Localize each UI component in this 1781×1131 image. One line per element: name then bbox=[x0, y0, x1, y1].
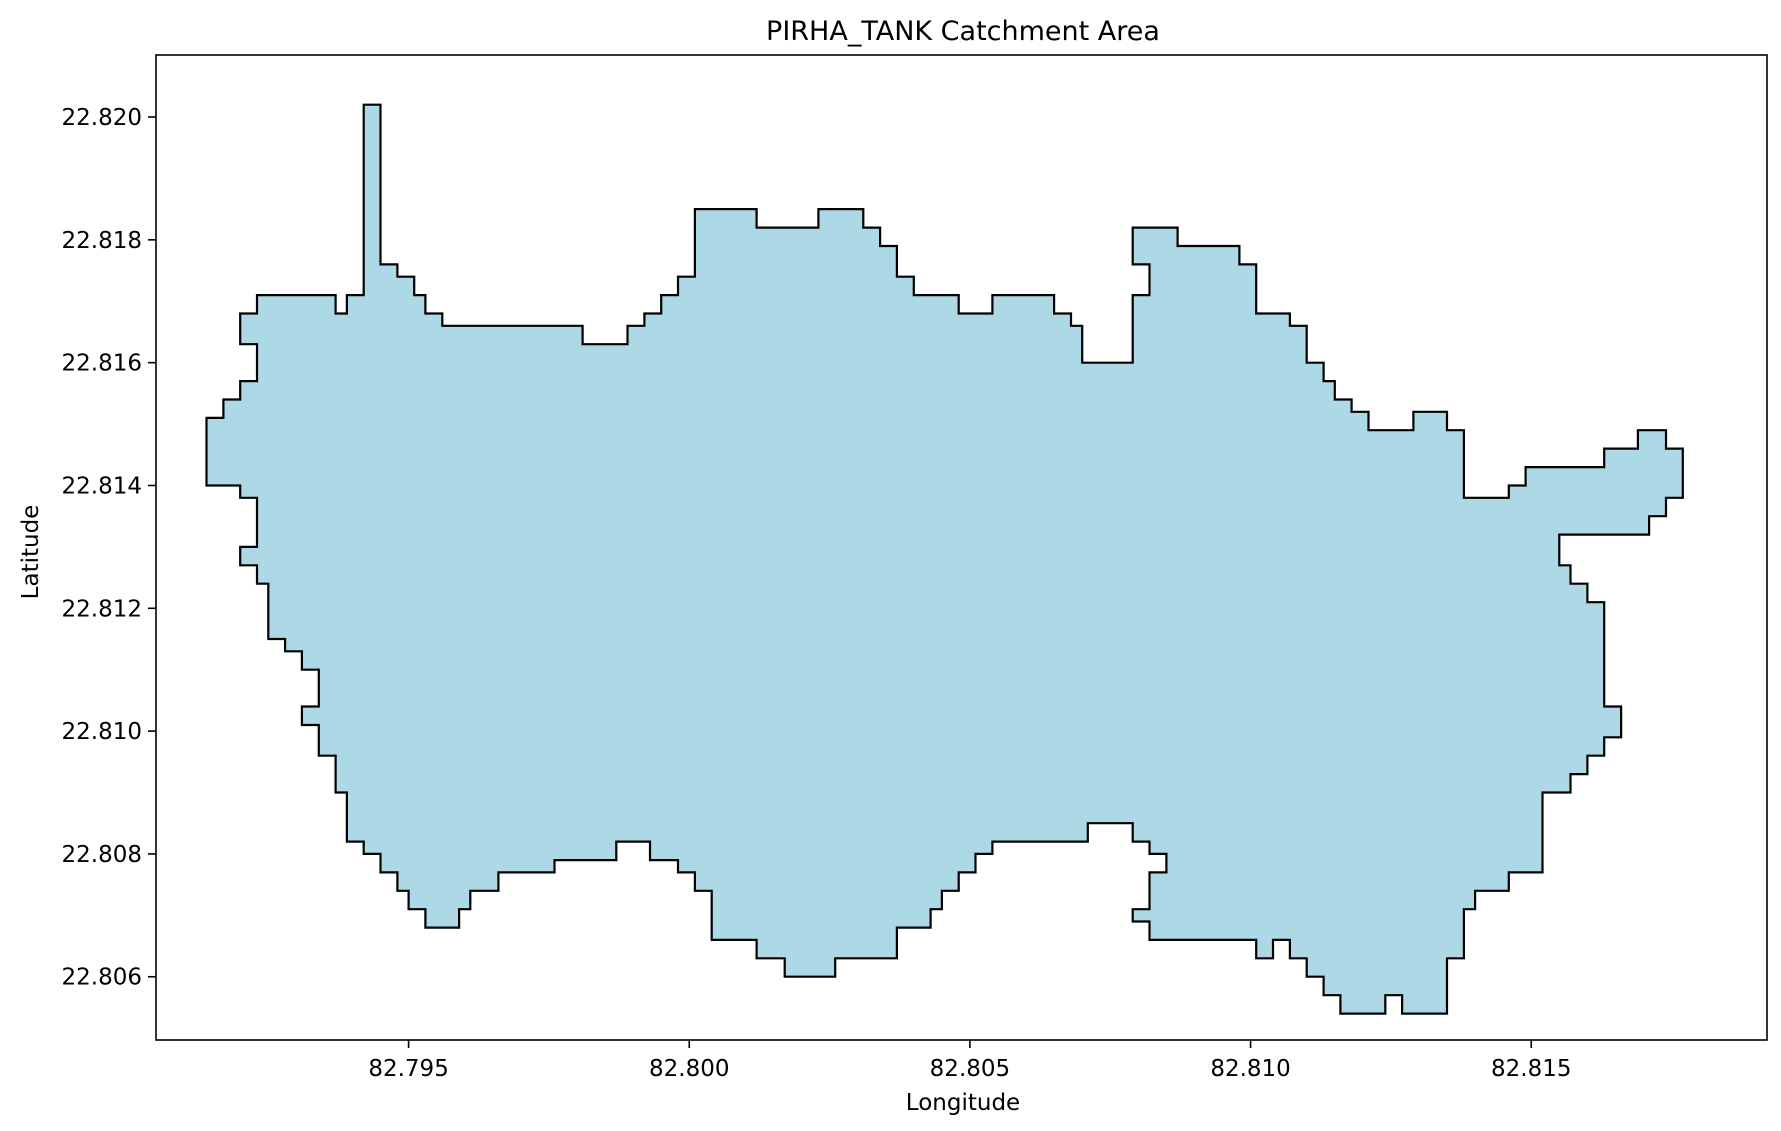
x-tick-label: 82.810 bbox=[1210, 1056, 1290, 1082]
y-tick-label: 22.808 bbox=[62, 842, 142, 868]
axes-frame bbox=[155, 54, 1768, 1041]
x-tick-label: 82.805 bbox=[930, 1056, 1010, 1082]
x-axis: 82.795 82.800 82.805 82.810 82.815 bbox=[368, 1040, 1571, 1082]
chart-title: PIRHA_TANK Catchment Area bbox=[766, 16, 1160, 47]
x-tick-label: 82.800 bbox=[649, 1056, 729, 1082]
y-axis-label: Latitude bbox=[18, 505, 44, 600]
y-tick-label: 22.816 bbox=[62, 351, 142, 377]
catchment-polygon-0 bbox=[205, 103, 1684, 1015]
y-tick-label: 22.806 bbox=[62, 965, 142, 991]
y-tick-label: 22.810 bbox=[62, 719, 142, 745]
plot-area bbox=[205, 103, 1684, 1015]
y-tick-label: 22.818 bbox=[62, 228, 142, 254]
y-tick-label: 22.820 bbox=[62, 105, 142, 131]
x-tick-label: 82.795 bbox=[368, 1056, 448, 1082]
x-tick-label: 82.815 bbox=[1491, 1056, 1571, 1082]
y-axis: 22.806 22.808 22.810 22.812 22.814 22.816 22.8… bbox=[62, 105, 156, 991]
x-axis-label: Longitude bbox=[906, 1090, 1020, 1116]
y-tick-label: 22.812 bbox=[62, 596, 142, 622]
y-tick-label: 22.814 bbox=[62, 473, 142, 499]
